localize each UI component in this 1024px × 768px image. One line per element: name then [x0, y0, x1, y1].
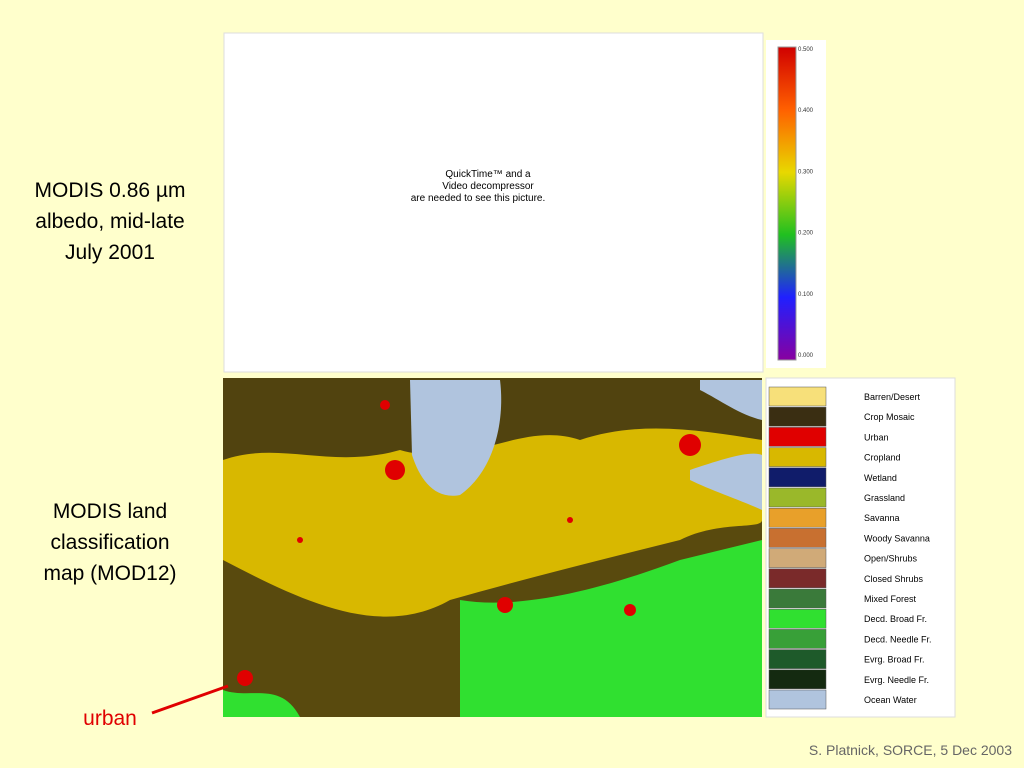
legend-swatch [768, 608, 827, 629]
legend-swatch [768, 487, 827, 508]
urban-label: urban [83, 707, 137, 730]
colorbar-tick: 0.200 [798, 231, 814, 237]
albedo-caption: July 2001 [65, 241, 155, 264]
legend-label: Evrg. Broad Fr. [864, 655, 925, 665]
land-caption: MODIS land [53, 500, 167, 523]
footer: S. Platnick, SORCE, 5 Dec 2003 [809, 742, 1012, 758]
legend-label: Decd. Needle Fr. [864, 634, 932, 644]
legend-label: Grassland [864, 493, 905, 503]
legend-swatch [768, 689, 827, 710]
colorbar-tick: 0.400 [798, 108, 814, 114]
legend-label: Ocean Water [864, 695, 917, 705]
legend-label: Cropland [864, 453, 901, 463]
legend-label: Crop Mosaic [864, 412, 915, 422]
legend-swatch [768, 548, 827, 568]
legend-swatch [768, 629, 827, 649]
colorbar [777, 46, 797, 361]
legend-swatch [768, 528, 827, 548]
urban-arrow [151, 684, 229, 715]
legend-swatch [768, 447, 827, 467]
legend-swatch [768, 386, 827, 407]
legend-swatch [768, 568, 827, 589]
colorbar-tick: 0.500 [798, 47, 814, 53]
legend-label: Barren/Desert [864, 392, 921, 402]
legend-label: Mixed Forest [864, 594, 917, 604]
colorbar-tick: 0.100 [798, 292, 814, 298]
legend-label: Woody Savanna [864, 533, 930, 543]
placeholder-text: QuickTime™ and a [445, 169, 531, 180]
legend-label: Evrg. Needle Fr. [864, 675, 929, 685]
movie-placeholder [223, 32, 764, 373]
legend-label: Open/Shrubs [864, 554, 918, 564]
colorbar-tick: 0.000 [798, 353, 814, 359]
legend-swatch [768, 669, 827, 690]
legend-label: Wetland [864, 473, 897, 483]
land-caption: classification [50, 531, 169, 554]
albedo-caption: albedo, mid-late [35, 210, 184, 233]
land-caption: map (MOD12) [43, 562, 176, 585]
land-map [223, 378, 762, 717]
legend-swatch [768, 507, 827, 528]
legend-label: Savanna [864, 513, 900, 523]
legend-swatch [768, 467, 827, 488]
placeholder-text: are needed to see this picture. [411, 193, 546, 204]
colorbar-tick: 0.300 [798, 169, 814, 175]
legend-swatch [768, 427, 827, 447]
legend-swatch [768, 406, 827, 427]
legend-label: Closed Shrubs [864, 574, 924, 584]
placeholder-text: Video decompressor [442, 181, 534, 192]
albedo-caption: MODIS 0.86 µm [35, 179, 186, 202]
legend-label: Decd. Broad Fr. [864, 614, 927, 624]
legend-label: Urban [864, 432, 889, 442]
legend-swatch [768, 588, 827, 609]
legend-swatch [768, 649, 827, 669]
